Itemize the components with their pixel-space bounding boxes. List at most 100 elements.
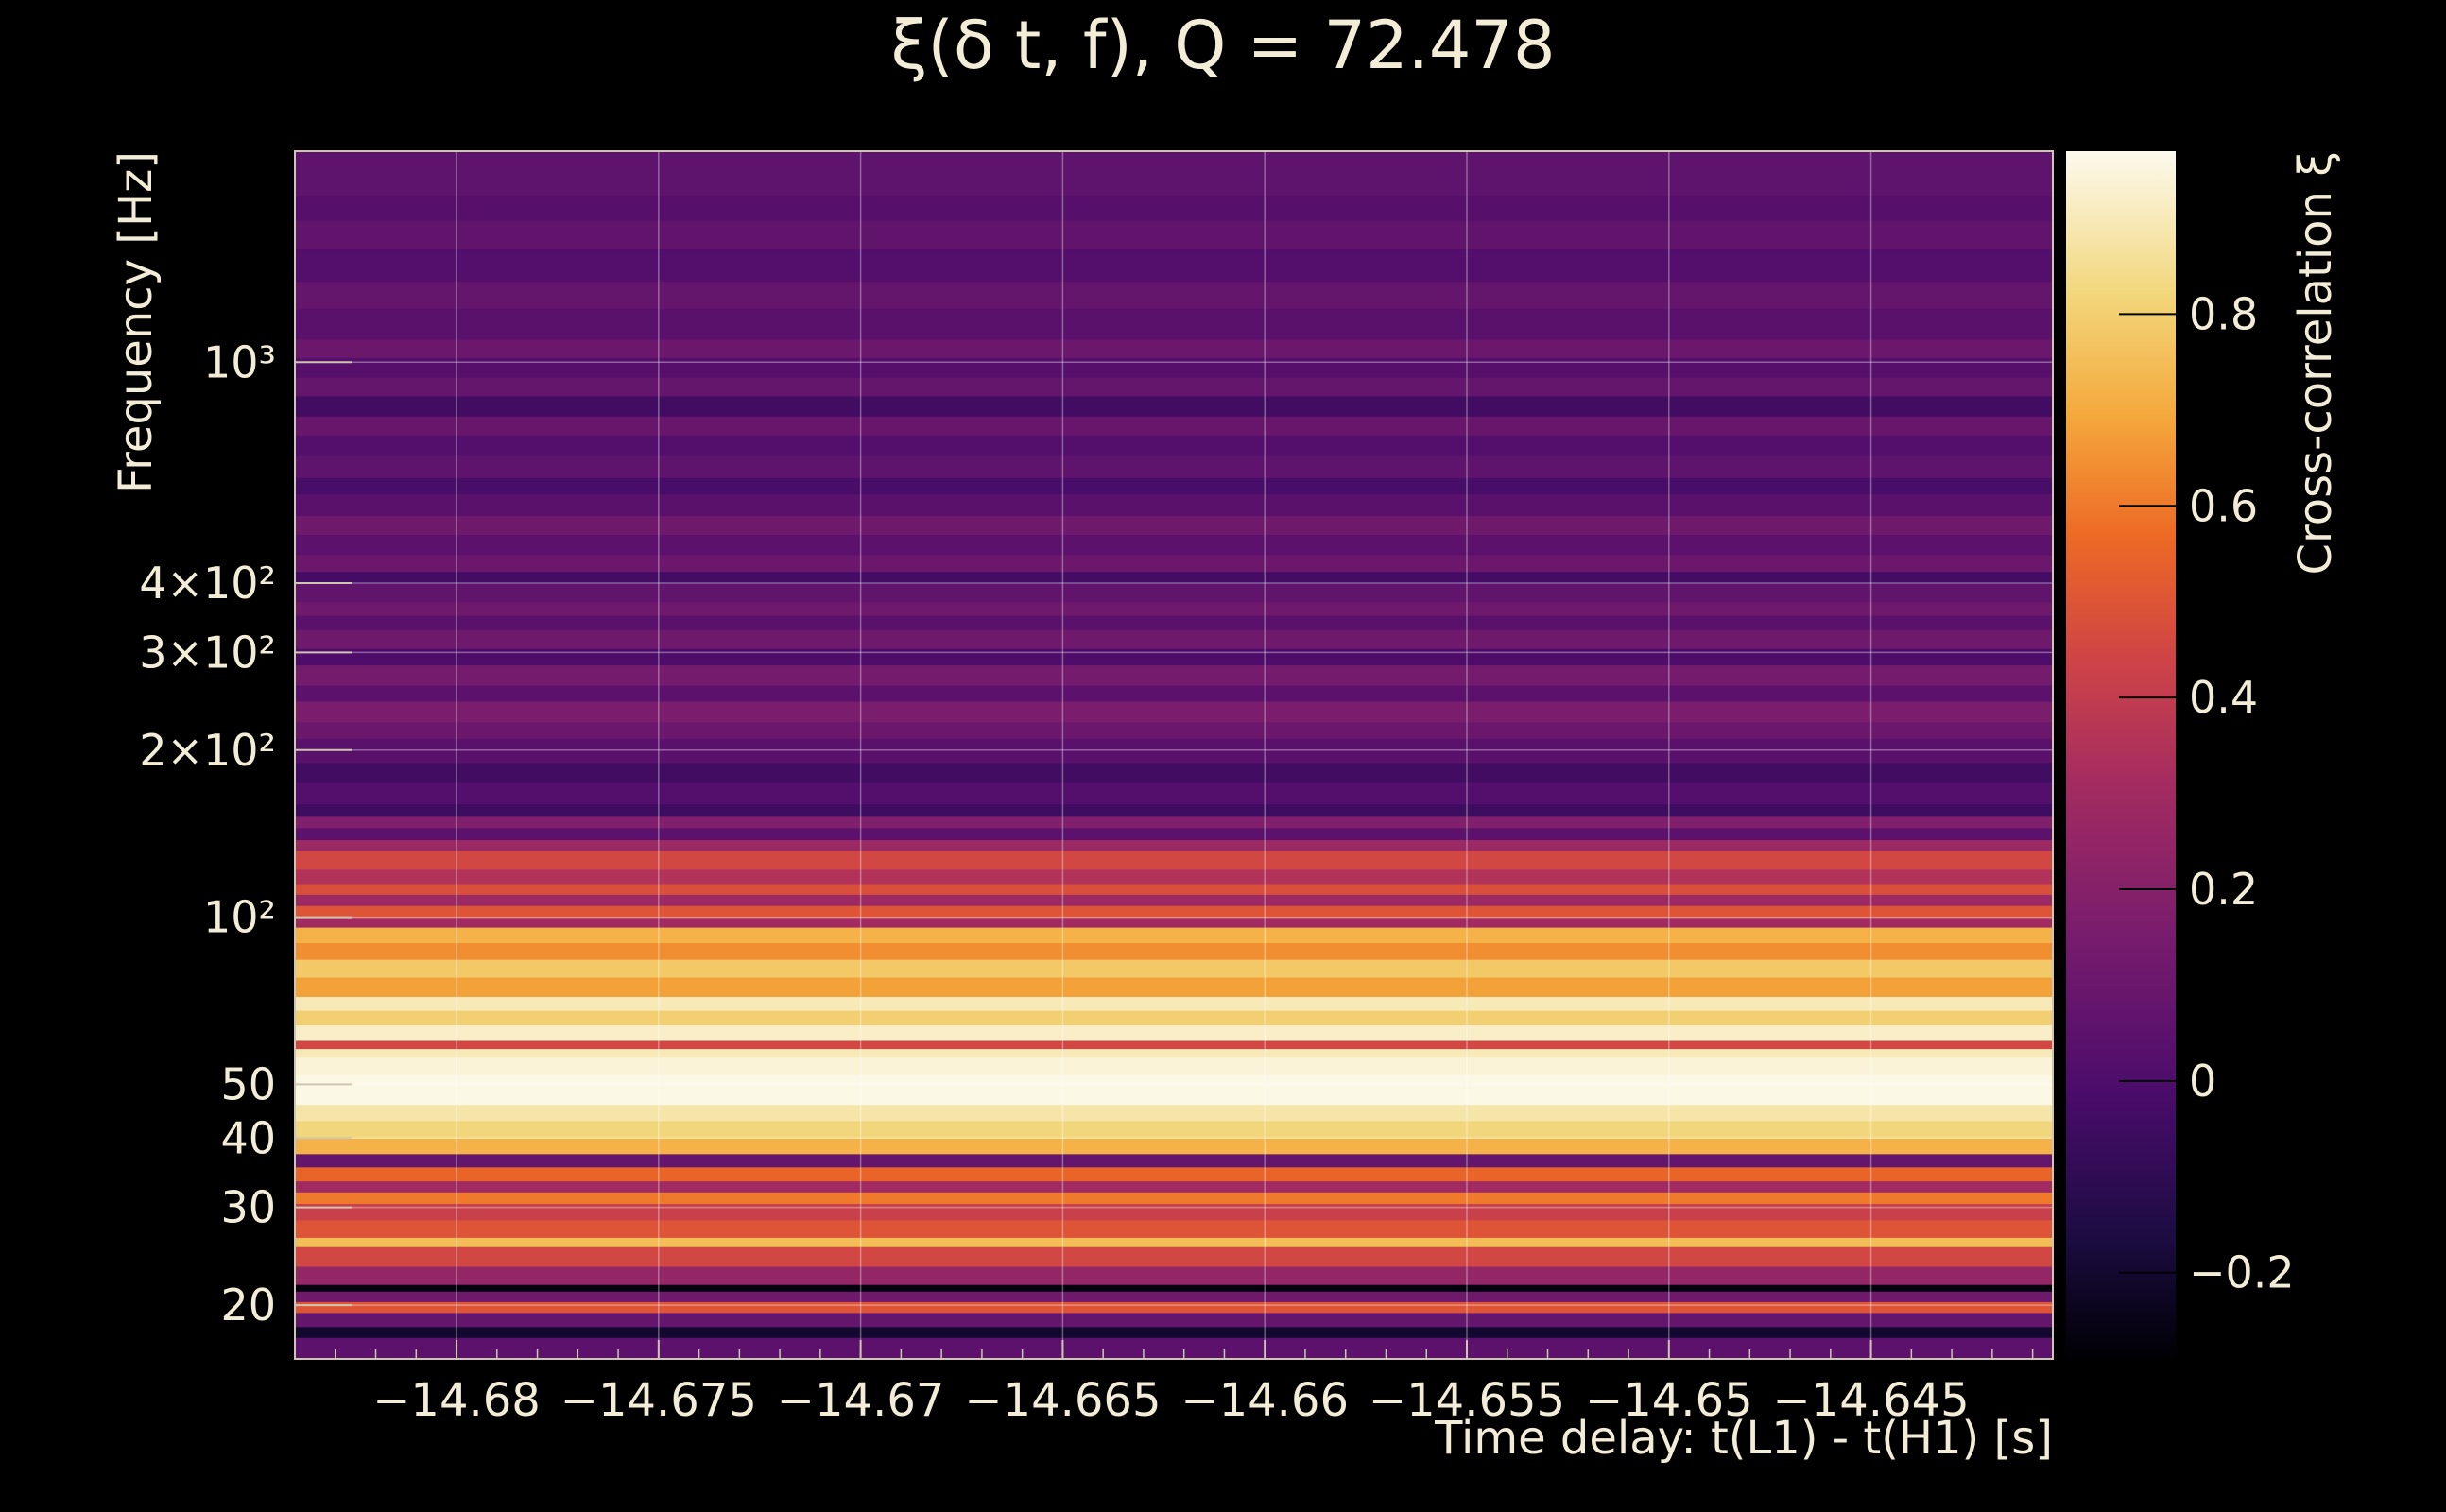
frequency-band [295,1024,2053,1041]
frequency-band [295,377,2053,397]
frequency-band [295,515,2053,535]
frequency-band [295,803,2053,817]
frequency-band [295,1040,2053,1050]
frequency-band [295,281,2053,309]
frequency-band [295,1219,2053,1238]
frequency-band [295,942,2053,960]
frequency-band [295,827,2053,841]
frequency-band [295,416,2053,436]
frequency-band [295,926,2053,944]
frequency-band [295,684,2053,702]
colorbar-tick-label: 0.2 [2189,864,2258,915]
frequency-band [295,583,2053,603]
colorbar-ticks: −0.2 0 0.2 0.4 0.6 0.8 [2119,288,2295,1298]
frequency-band [295,816,2053,829]
y-axis-label: Frequency [Hz] [110,151,163,493]
frequency-band [295,905,2053,919]
frequency-band [295,395,2053,417]
grid-lines [295,151,2053,1359]
frequency-band [295,996,2053,1011]
x-tick-label: −14.68 [372,1374,541,1427]
x-tick-label: −14.655 [1369,1374,1565,1427]
y-tick-label: 30 [220,1182,276,1233]
frequency-band [295,1291,2053,1302]
frequency-band [295,249,2053,283]
colorbar-tick-label: 0.8 [2189,288,2258,339]
y-tick-label: 2×10² [139,725,276,776]
frequency-band [295,554,2053,573]
frequency-band [295,571,2053,584]
frequency-band [295,629,2053,649]
frequency-band [295,1203,2053,1221]
frequency-band [295,976,2053,997]
frequency-bands [295,151,2053,1360]
frequency-band [295,1074,2053,1106]
y-tick-label: 40 [220,1112,276,1163]
frequency-band [295,782,2053,805]
frequency-band [295,534,2053,556]
frequency-band [295,1166,2053,1182]
frequency-band [295,151,2053,197]
frequency-band [295,493,2053,516]
x-axis-label: Time delay: t(L1) - t(H1) [s] [1434,1412,2053,1465]
plot-frame [294,150,2054,1360]
frequency-band [295,1153,2053,1168]
x-tick-label: −14.67 [777,1374,945,1427]
y-tick-label: 10² [203,892,276,943]
colorbar-gradient [2066,151,2176,1359]
frequency-band [295,1104,2053,1122]
frequency-band [295,1120,2053,1139]
frequency-band [295,1009,2053,1026]
frequency-band [295,701,2053,723]
y-tick-label: 50 [220,1058,276,1109]
frequency-band [295,648,2053,666]
frequency-band [295,601,2053,616]
plot-area [294,150,2054,1360]
frequency-band [295,664,2053,686]
x-tick-label: −14.645 [1773,1374,1970,1427]
frequency-band [295,1048,2053,1058]
x-tick-label: −14.675 [560,1374,757,1427]
frequency-band [295,1180,2053,1193]
frequency-band [295,721,2053,739]
y-tick-label: 10³ [203,336,276,387]
frequency-band [295,455,2053,478]
frequency-band [295,762,2053,783]
colorbar: −0.2 0 0.2 0.4 0.6 0.8 [2066,151,2295,1359]
frequency-band [295,839,2053,851]
frequency-band [295,195,2053,221]
frequency-band [295,868,2053,885]
chart-title: ξ(δ t, f), Q = 72.478 [890,7,1555,84]
frequency-band [295,615,2053,630]
frequency-band [295,477,2053,494]
frequency-band [295,1192,2053,1205]
frequency-band [295,220,2053,250]
frequency-band [295,738,2053,764]
frequency-band [295,850,2053,870]
frequency-band [295,1284,2053,1292]
frequency-band [295,1265,2053,1285]
x-tick-label: −14.66 [1180,1374,1349,1427]
frequency-band [295,338,2053,358]
frequency-band [295,357,2053,378]
y-tick-label: 3×10² [139,627,276,678]
frequency-band [295,1301,2053,1314]
colorbar-tick-label: 0.4 [2189,672,2258,723]
colorbar-tick-label: 0.6 [2189,480,2258,531]
frequency-band [295,894,2053,906]
y-tick-label: 20 [220,1280,276,1331]
x-tick-label: −14.65 [1585,1374,1753,1427]
frequency-band [295,1312,2053,1328]
frequency-band [295,308,2053,340]
frequency-band [295,917,2053,928]
frequency-band [295,1237,2053,1247]
frequency-band [295,959,2053,978]
frequency-band [295,1326,2053,1338]
x-axis: −14.68 −14.675 −14.67 −14.665 −14.66 −14.655−… [294,1340,2034,1427]
colorbar-tick-label: −0.2 [2189,1247,2295,1298]
frequency-band [295,883,2053,895]
frequency-band [295,1246,2053,1267]
colorbar-tick-label: 0 [2189,1056,2216,1107]
